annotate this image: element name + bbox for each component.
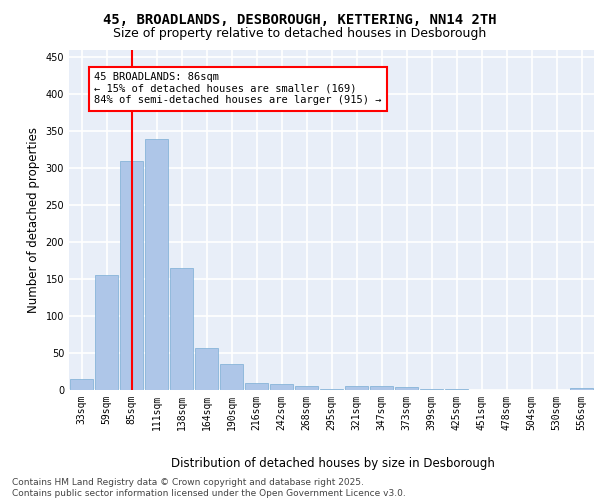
Bar: [145, 138, 168, 390]
Bar: [420, 388, 443, 390]
Text: Contains HM Land Registry data © Crown copyright and database right 2025.
Contai: Contains HM Land Registry data © Crown c…: [12, 478, 406, 498]
Bar: [195, 348, 218, 390]
Y-axis label: Number of detached properties: Number of detached properties: [27, 127, 40, 313]
Bar: [170, 268, 193, 390]
Bar: [220, 364, 243, 390]
Bar: [395, 387, 418, 390]
Bar: [245, 382, 268, 390]
Text: 45 BROADLANDS: 86sqm
← 15% of detached houses are smaller (169)
84% of semi-deta: 45 BROADLANDS: 86sqm ← 15% of detached h…: [94, 72, 382, 106]
Bar: [95, 276, 118, 390]
Bar: [295, 386, 318, 390]
Text: Size of property relative to detached houses in Desborough: Size of property relative to detached ho…: [113, 28, 487, 40]
Text: 45, BROADLANDS, DESBOROUGH, KETTERING, NN14 2TH: 45, BROADLANDS, DESBOROUGH, KETTERING, N…: [103, 12, 497, 26]
Bar: [370, 386, 393, 390]
Bar: [570, 388, 593, 390]
Bar: [320, 388, 343, 390]
Bar: [345, 386, 368, 390]
Text: Distribution of detached houses by size in Desborough: Distribution of detached houses by size …: [171, 458, 495, 470]
Bar: [270, 384, 293, 390]
Bar: [120, 161, 143, 390]
Bar: [70, 379, 93, 390]
